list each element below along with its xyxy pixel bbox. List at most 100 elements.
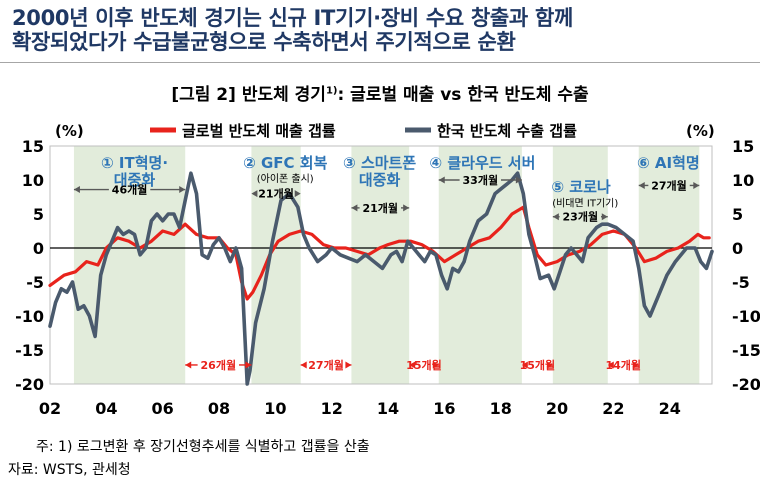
duration-arrow: 26개월 bbox=[185, 358, 252, 372]
divider bbox=[0, 62, 760, 63]
y-tick-right: -20 bbox=[732, 375, 760, 394]
period-annotation: 대중화 bbox=[359, 171, 401, 189]
x-tick: 24 bbox=[659, 399, 681, 418]
y-tick-right: -10 bbox=[732, 307, 760, 326]
duration-arrow-head bbox=[607, 361, 614, 369]
period-annotation: ② GFC 회복 bbox=[243, 154, 328, 172]
duration-arrow: 46개월 bbox=[73, 183, 186, 197]
duration-arrow-head bbox=[693, 181, 700, 189]
y-unit-right: (%) bbox=[686, 122, 715, 140]
x-tick: 16 bbox=[433, 399, 455, 418]
duration-arrow: 14개월 bbox=[605, 358, 641, 372]
duration-label: 33개월 bbox=[463, 173, 499, 187]
x-tick: 10 bbox=[264, 399, 286, 418]
duration-arrow-head bbox=[345, 361, 352, 369]
duration-arrow-head bbox=[351, 204, 358, 212]
duration-label: 21개월 bbox=[363, 201, 399, 215]
y-tick-right: 15 bbox=[732, 137, 754, 156]
y-tick-right: -5 bbox=[732, 273, 750, 292]
headline-line-1: 2000년 이후 반도체 경기는 신규 IT기기·장비 수요 창출과 함께 bbox=[12, 6, 573, 30]
x-tick: 12 bbox=[321, 399, 343, 418]
duration-arrow-head bbox=[185, 361, 192, 369]
duration-arrow-head bbox=[515, 176, 522, 184]
duration-arrow: 23개월 bbox=[552, 210, 608, 224]
x-tick: 08 bbox=[208, 399, 230, 418]
y-tick-left: 5 bbox=[33, 205, 44, 224]
duration-arrow: 15개월 bbox=[406, 358, 442, 372]
duration-arrow: 33개월 bbox=[438, 173, 522, 187]
duration-arrow-head bbox=[601, 213, 608, 221]
x-tick: 14 bbox=[377, 399, 399, 418]
line-chart: 15 15 10 10 5 5 0 0 -5 -5 -10 -10 -15 -15 -20 -20 (%) (%)… bbox=[15, 122, 760, 418]
expansion-band bbox=[251, 146, 301, 384]
figure-title-rest: : 글로벌 매출 vs 한국 반도체 수출 bbox=[337, 85, 589, 105]
duration-label: 15개월 bbox=[520, 358, 556, 372]
duration-arrow-head bbox=[632, 361, 639, 369]
duration-label: 27개월 bbox=[308, 358, 344, 372]
legend-label-global: 글로벌 반도체 매출 갭률 bbox=[182, 122, 336, 140]
y-tick-left: 0 bbox=[33, 239, 44, 258]
y-tick-right: 5 bbox=[732, 205, 743, 224]
x-tick: 18 bbox=[490, 399, 512, 418]
y-tick-left: -5 bbox=[26, 273, 44, 292]
y-tick-left: 15 bbox=[22, 137, 44, 156]
footnote: 주: 1) 로그변환 후 장기선형추세를 식별하고 갭률을 산출 bbox=[36, 439, 370, 455]
duration-arrow: 27개월 bbox=[300, 358, 352, 372]
duration-label: 21개월 bbox=[258, 187, 294, 201]
plot-frame bbox=[49, 145, 713, 385]
duration-arrow-head bbox=[403, 204, 410, 212]
y-tick-left: -15 bbox=[15, 341, 44, 360]
duration-label: 46개월 bbox=[112, 183, 148, 197]
period-annotation: ③ 스마트폰 bbox=[343, 154, 416, 172]
duration-arrow-head bbox=[251, 190, 258, 198]
duration-arrow-head bbox=[409, 361, 416, 369]
y-tick-right: 0 bbox=[732, 239, 743, 258]
period-annotation: 대중화 bbox=[114, 171, 156, 189]
source-note: 자료: WSTS, 관세청 bbox=[8, 462, 131, 478]
headline-line-2: 확장되었다가 수급불균형으로 수축하면서 주기적으로 순환 bbox=[12, 30, 516, 54]
figure-title-main: [그림 2] 반도체 경기 bbox=[171, 85, 326, 105]
duration-label: 15개월 bbox=[406, 358, 442, 372]
duration-arrow-head bbox=[245, 361, 252, 369]
series-korea-line bbox=[48, 171, 714, 386]
series-global-line bbox=[48, 205, 711, 301]
x-tick: 22 bbox=[602, 399, 624, 418]
y-tick-left: -20 bbox=[15, 375, 44, 394]
duration-arrow-head bbox=[438, 176, 445, 184]
duration-arrow-head bbox=[300, 361, 307, 369]
x-tick: 20 bbox=[546, 399, 568, 418]
expansion-band bbox=[638, 146, 700, 384]
duration-arrow-head bbox=[73, 186, 80, 194]
figure-title-sup: 1) bbox=[325, 85, 338, 97]
duration-arrow-head bbox=[546, 361, 553, 369]
duration-label: 14개월 bbox=[605, 358, 641, 372]
x-tick: 06 bbox=[152, 399, 174, 418]
duration-arrow: 27개월 bbox=[638, 178, 700, 192]
y-unit-left: (%) bbox=[55, 122, 84, 140]
headline: 2000년 이후 반도체 경기는 신규 IT기기·장비 수요 창출과 함께 확장… bbox=[12, 6, 752, 54]
duration-arrow-head bbox=[179, 186, 186, 194]
duration-label: 23개월 bbox=[563, 210, 599, 224]
period-annotation: ⑤ 코로나 bbox=[551, 178, 611, 196]
y-tick-left: -10 bbox=[15, 307, 44, 326]
duration-arrow-head bbox=[432, 361, 439, 369]
legend-label-korea: 한국 반도체 수출 갭률 bbox=[437, 122, 577, 140]
duration-label: 27개월 bbox=[651, 178, 687, 192]
duration-arrow: 15개월 bbox=[520, 358, 556, 372]
x-tick: 02 bbox=[39, 399, 61, 418]
duration-arrow: 21개월 bbox=[251, 187, 301, 201]
duration-label: 26개월 bbox=[201, 358, 237, 372]
period-annotation: (비대면 IT기기) bbox=[552, 197, 618, 209]
duration-arrow-head bbox=[552, 213, 559, 221]
y-tick-right: 10 bbox=[732, 171, 754, 190]
duration-arrow: 21개월 bbox=[351, 201, 410, 215]
period-annotation: (아이폰 출시) bbox=[257, 173, 314, 185]
duration-arrow-head bbox=[294, 190, 301, 198]
period-annotation: ⑥ AI혁명 bbox=[637, 154, 700, 172]
y-tick-left: 10 bbox=[22, 171, 44, 190]
duration-arrow-head bbox=[521, 361, 528, 369]
period-annotation: ① IT혁명· bbox=[101, 154, 168, 172]
x-tick: 04 bbox=[95, 399, 117, 418]
period-annotation: ④ 클라우드 서버 bbox=[429, 154, 535, 172]
y-tick-right: -15 bbox=[732, 341, 760, 360]
